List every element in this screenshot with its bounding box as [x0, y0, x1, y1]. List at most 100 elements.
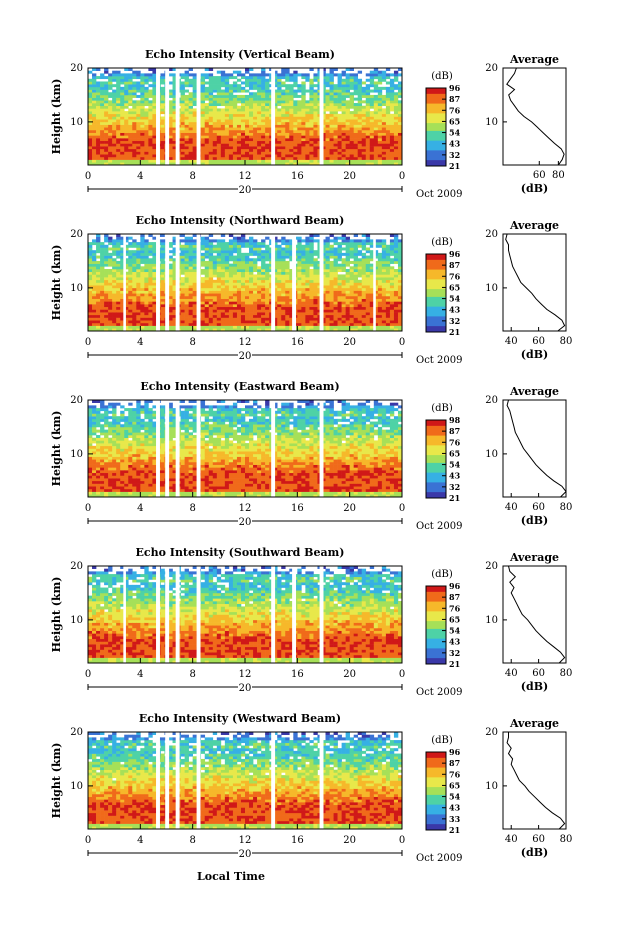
heatmap-cell [184, 298, 189, 302]
heatmap-cell [180, 113, 185, 117]
heatmap-cell [309, 81, 314, 85]
heatmap-cell [216, 92, 222, 96]
heatmap-cell [140, 73, 145, 77]
heatmap-cell [188, 129, 193, 133]
heatmap-cell [208, 78, 214, 82]
heatmap-cell [397, 119, 403, 123]
heatmap-cell [377, 113, 383, 117]
heatmap-cell [273, 81, 278, 85]
heatmap-cell [341, 266, 346, 270]
heatmap-cell [329, 325, 334, 329]
heatmap-cell [208, 274, 214, 278]
heatmap-cell [293, 100, 298, 104]
heatmap-cell [393, 159, 399, 163]
heatmap-cell [369, 132, 375, 136]
heatmap-cell [285, 306, 290, 310]
heatmap-cell [357, 263, 363, 267]
heatmap-cell [240, 301, 246, 305]
heatmap-cell [124, 129, 129, 133]
heatmap-cell [281, 247, 286, 251]
heatmap-cell [200, 271, 206, 275]
heatmap-cell [120, 124, 125, 128]
heatmap-cell [273, 322, 278, 326]
heatmap-cell [313, 258, 318, 262]
heatmap-cell [261, 304, 266, 308]
heatmap-cell [116, 320, 121, 324]
heatmap-cell [136, 103, 141, 107]
heatmap-cell [144, 100, 149, 104]
heatmap-cell [253, 116, 258, 120]
heatmap-cell [257, 84, 262, 88]
heatmap-cell [240, 108, 246, 112]
heatmap-cell [329, 309, 334, 313]
heatmap-cell [216, 138, 222, 142]
heatmap-cell [140, 159, 145, 163]
heatmap-cell [132, 309, 137, 313]
heatmap-cell [281, 312, 286, 316]
heatmap-cell [120, 298, 125, 302]
heatmap-cell [297, 146, 302, 150]
heatmap-cell [297, 239, 302, 243]
heatmap-cell [112, 146, 117, 150]
heatmap-cell [116, 328, 121, 332]
heatmap-cell [245, 121, 250, 125]
heatmap-cell [297, 263, 302, 267]
heatmap-cell [108, 322, 113, 326]
heatmap-cell [249, 293, 254, 297]
profile-title: Average [509, 53, 559, 66]
heatmap-cell [88, 119, 93, 123]
heatmap-cell [160, 92, 165, 96]
heatmap-cell [357, 119, 363, 123]
heatmap-cell [357, 298, 363, 302]
heatmap-cell [257, 244, 262, 248]
heatmap-cell [281, 121, 286, 125]
heatmap-cell [148, 328, 153, 332]
heatmap-cell [180, 244, 185, 248]
heatmap-cell [369, 89, 375, 93]
heatmap-cell [397, 162, 403, 166]
heatmap-cell [389, 140, 395, 144]
heatmap-cell [297, 304, 302, 308]
heatmap-cell [200, 312, 206, 316]
heatmap-cell [160, 325, 165, 329]
heatmap-cell [261, 113, 266, 117]
heatmap-cell [188, 100, 193, 104]
heatmap-cell [381, 124, 387, 128]
heatmap-cell [321, 103, 326, 107]
heatmap-cell [245, 269, 250, 273]
heatmap-cell [188, 236, 193, 240]
heatmap-cell [277, 290, 282, 294]
heatmap-cell [144, 239, 149, 243]
heatmap-cell [385, 103, 391, 107]
heatmap-cell [265, 309, 270, 313]
heatmap-cell [333, 111, 338, 115]
heatmap-cell [277, 298, 282, 302]
heatmap-cell [273, 287, 278, 291]
heatmap-cell [253, 135, 258, 139]
heatmap-cell [232, 258, 238, 262]
heatmap-cell [192, 124, 197, 128]
heatmap-cell [240, 271, 246, 275]
heatmap-cell [381, 70, 387, 74]
heatmap-cell [144, 78, 149, 82]
heatmap-cell [200, 100, 206, 104]
heatmap-cell [257, 124, 262, 128]
data-gap [196, 68, 201, 165]
heatmap-cell [112, 260, 117, 264]
heatmap-cell [277, 266, 282, 270]
heatmap-cell [253, 266, 258, 270]
heatmap-cell [261, 255, 266, 259]
heatmap-cell [108, 304, 113, 308]
heatmap-cell [148, 140, 153, 144]
heatmap-cell [92, 287, 97, 291]
heatmap-cell [172, 312, 177, 316]
heatmap-cell [168, 108, 173, 112]
heatmap-cell [172, 263, 177, 267]
heatmap-cell [349, 84, 354, 88]
heatmap-cell [184, 156, 189, 160]
heatmap-cell [88, 252, 93, 256]
heatmap-cell [325, 124, 330, 128]
heatmap-cell [277, 322, 282, 326]
heatmap-cell [265, 103, 270, 107]
heatmap-cell [152, 293, 157, 297]
